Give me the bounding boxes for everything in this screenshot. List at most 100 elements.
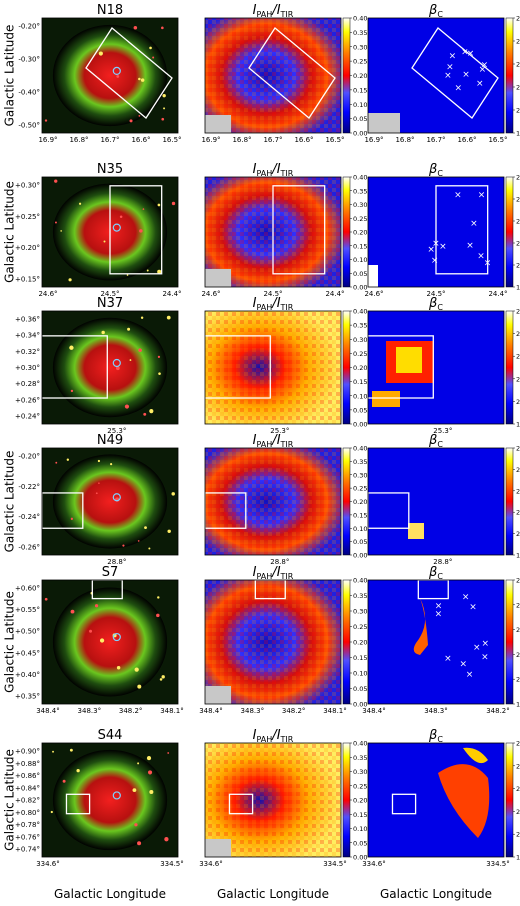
colorbar-tick-label: 0.10 — [353, 101, 367, 109]
star-point — [89, 629, 93, 633]
x-tick-label: 24.5° — [426, 290, 445, 298]
y-axis-label: Galactic Latitude — [3, 25, 17, 127]
star-point — [171, 492, 175, 496]
beta-hot-core — [463, 747, 488, 764]
x-tick-label: 348.2° — [282, 707, 306, 715]
beta-title: βC — [428, 728, 443, 744]
y-tick-label: +0.45° — [15, 649, 40, 657]
colorbar-tick-label: 0.15 — [353, 811, 367, 819]
star-point — [157, 203, 161, 207]
colorbar-tick-label: 0.30 — [353, 201, 367, 209]
panel-frame — [204, 579, 342, 705]
source-name: N37 — [97, 296, 123, 311]
pixel-flag: × — [462, 592, 470, 602]
star-point — [55, 461, 58, 464]
y-tick-label: +0.60° — [15, 585, 40, 593]
colorbar-tick-label: 2.8 — [516, 15, 520, 23]
star-point — [54, 221, 57, 224]
region-box — [391, 793, 417, 815]
x-tick-label: 334.5° — [486, 860, 510, 868]
bubble-emission — [52, 454, 168, 549]
star-point — [95, 492, 98, 495]
masked-region — [368, 113, 400, 133]
x-tick-label: 25.3° — [107, 427, 126, 435]
beta-colorbar — [505, 742, 514, 858]
x-tick-label: 16.6° — [294, 136, 313, 144]
star-point — [69, 748, 73, 752]
x-tick-label: 348.1° — [323, 707, 347, 715]
y-axis-label: Galactic Latitude — [3, 749, 17, 851]
colorbar-tick-label: 2.4 — [516, 61, 520, 69]
colorbar-tick-label: 0.20 — [353, 797, 367, 805]
star-point — [140, 316, 144, 319]
star-point — [103, 240, 106, 243]
colorbar-tick-label: 0.35 — [353, 754, 367, 762]
colorbar-tick-label: 0.20 — [353, 498, 367, 506]
colorbar-tick-label: 0.30 — [353, 608, 367, 616]
beta-map — [368, 580, 504, 704]
pixel-flag: × — [466, 241, 474, 251]
colorbar-tick-label: 2.0 — [516, 107, 520, 115]
star-point — [66, 458, 70, 461]
x-tick-label: 16.5° — [488, 136, 507, 144]
colorbar-tick-label: 0.25 — [353, 350, 367, 358]
x-tick-label: 24.6° — [201, 290, 220, 298]
y-tick-label: +0.88° — [15, 760, 40, 768]
x-tick-label: 25.3° — [270, 427, 289, 435]
star-point — [119, 215, 123, 219]
colorbar-tick-label: 1.8 — [516, 284, 520, 292]
y-tick-label: +0.36° — [15, 316, 40, 324]
colorbar-tick-label: 0.05 — [353, 115, 367, 123]
pixel-flag: × — [431, 256, 439, 266]
pixel-flag: × — [466, 670, 474, 680]
region-box — [435, 185, 489, 275]
x-axis-label: Galactic Longitude — [217, 887, 329, 901]
x-tick-label: 28.8° — [270, 558, 289, 566]
y-tick-label: -0.50° — [18, 122, 40, 130]
colorbar-tick-label: 0.25 — [353, 58, 367, 66]
panel-frame — [367, 17, 505, 134]
star-point — [98, 51, 103, 56]
colorbar-tick-label: 0.15 — [353, 242, 367, 250]
star-point — [127, 327, 131, 331]
pixel-flag: × — [462, 70, 470, 80]
star-point — [158, 372, 161, 375]
colorbar-tick-label: 2.6 — [516, 601, 520, 609]
panel-frame — [41, 310, 179, 425]
colorbar-tick-label: 2.2 — [516, 808, 520, 816]
star-point — [161, 26, 164, 30]
panel-frame — [204, 176, 342, 288]
y-tick-label: +0.24° — [15, 413, 40, 421]
x-tick-label: 348.2° — [119, 707, 143, 715]
x-tick-label: 16.9° — [38, 136, 57, 144]
x-tick-label: 28.8° — [107, 558, 126, 566]
pixel-flag: × — [470, 219, 478, 229]
beta-title: βC — [428, 162, 443, 178]
colorbar-tick-label: 2.8 — [516, 445, 520, 453]
star-point — [76, 768, 80, 773]
colorbar-tick-label: 2.2 — [516, 240, 520, 248]
pixel-flag: × — [482, 639, 490, 649]
x-tick-label: 348.3° — [424, 707, 448, 715]
colorbar-tick-label: 0.25 — [353, 215, 367, 223]
colorbar-tick-label: 2.0 — [516, 262, 520, 270]
colorbar-tick-label: 1.8 — [516, 701, 520, 709]
star-point — [110, 463, 113, 466]
panel-frame — [41, 176, 179, 288]
pixel-flag: × — [455, 83, 463, 93]
source-marker — [112, 493, 121, 502]
x-axis-label: Galactic Longitude — [54, 887, 166, 901]
star-point — [167, 752, 170, 754]
pixel-flag: × — [479, 65, 487, 75]
panel-frame — [367, 176, 505, 288]
ratio-colorbar — [342, 176, 351, 288]
y-tick-label: +0.30° — [15, 182, 40, 190]
colorbar-tick-label: 2.0 — [516, 530, 520, 538]
star-point — [138, 348, 142, 352]
x-tick-label: 24.6° — [38, 290, 57, 298]
star-point — [97, 459, 101, 463]
source-marker — [112, 791, 121, 800]
colorbar-tick-label: 0.05 — [353, 406, 367, 414]
colorbar-tick-label: 2.0 — [516, 676, 520, 684]
